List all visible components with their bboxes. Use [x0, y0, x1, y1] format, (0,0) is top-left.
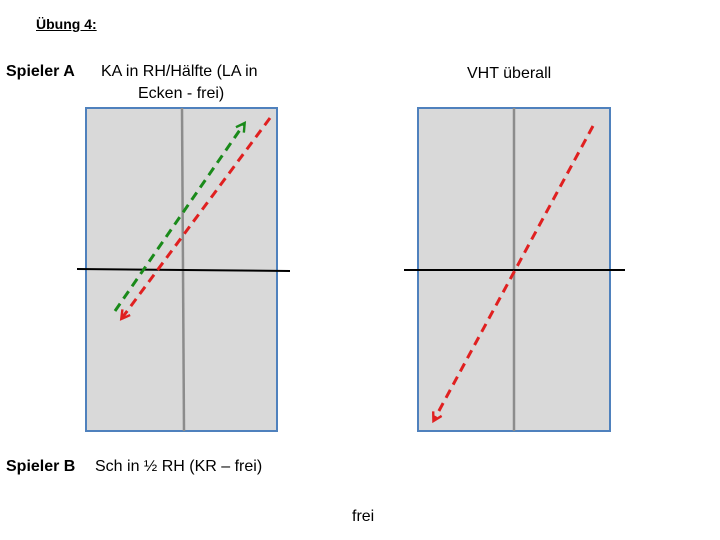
player-b-description: Sch in ½ RH (KR – frei)	[95, 458, 263, 475]
left-table-net	[76, 268, 291, 272]
red-arrow-left	[119, 117, 272, 321]
right-diagram-caption: VHT überall	[467, 65, 552, 82]
left-table	[76, 107, 291, 432]
bottom-note: frei	[352, 508, 375, 525]
player-a-description-line2: Ecken - frei)	[138, 85, 225, 102]
player-a-label: Spieler A	[6, 63, 75, 80]
green-arrow	[113, 121, 247, 312]
player-a-description-line1: KA in RH/Hälfte (LA in	[101, 63, 258, 80]
player-b-label: Spieler B	[6, 458, 76, 475]
red-arrow-right	[432, 125, 595, 424]
exercise-title: Übung 4:	[36, 16, 97, 32]
right-table	[404, 107, 625, 432]
